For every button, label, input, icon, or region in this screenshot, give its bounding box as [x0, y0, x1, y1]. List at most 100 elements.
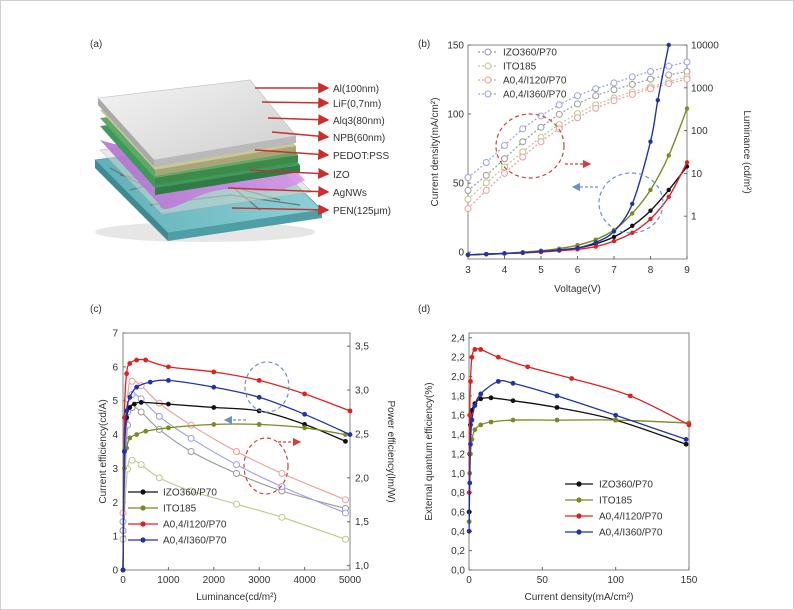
layer-labels: Al(100nm) LiF(0,7nm) Alq3(80nm) NPB(60nm) PE… [227, 82, 391, 217]
chart-b-xtick-label: 5 [538, 265, 544, 276]
chart-b-current-point-a0-4-i360-p70 [666, 42, 671, 48]
chart-c-ce-point-a0-4-i120-p70 [347, 408, 353, 414]
chart-b-legend-label-ito185: ITO185 [503, 62, 537, 73]
chart-d-ytick-label: 0,4 [451, 527, 465, 538]
chart-c-pe-point-ito185 [137, 461, 145, 469]
chart-b-y2tick-label: 10000 [691, 41, 719, 52]
chart-d-point-a0-4-i120-p70 [627, 393, 633, 399]
layer-arrow-pedot-pss [254, 148, 330, 160]
layer-alq3-edge [155, 155, 298, 185]
chart-b-legend-label-izo360-p70: IZO360/P70 [503, 48, 557, 59]
chart-c-ytick-label: 5 [112, 396, 118, 407]
chart-c-pe-point-a0-4-i360-p70 [341, 509, 349, 517]
chart-b-current-point-izo360-p70 [666, 187, 671, 193]
chart-b-xtick-label: 6 [575, 265, 581, 276]
chart-d-ytick-label: 0,8 [451, 488, 465, 499]
chart-b-y2tick-label: 1 [691, 212, 697, 223]
chart-b-ytick-label: 50 [453, 179, 465, 190]
chart-b-xtick-label: 9 [684, 265, 690, 276]
chart-b-current-point-ito185 [630, 211, 635, 216]
chart-c-legend-marker-a0-4-i360-p70 [140, 537, 146, 543]
chart-c-ytick-label: 2 [112, 498, 118, 509]
chart-b-luminance-point-a0-4-i360-p70 [628, 73, 636, 81]
chart-b-luminance-point-a0-4-i120-p70 [464, 205, 472, 213]
chart-d-point-a0-4-i360-p70 [510, 380, 516, 386]
chart-c: 0 1000 2000 3000 4000 5000 0 1 2 3 4 5 6 7 1,0 1,5 2,0 2,… [98, 329, 396, 604]
chart-d-point-ito185 [510, 417, 516, 423]
chart-d-point-a0-4-i120-p70 [525, 364, 531, 370]
chart-b-current-point-a0-4-i360-p70 [538, 249, 544, 254]
layer-al-side [98, 98, 154, 167]
chart-b-ylabel: Current density(mA/cm²) [430, 98, 441, 207]
chart-d-xtick-label: 50 [537, 575, 549, 586]
chart-b-xtick-label: 8 [648, 265, 654, 276]
chart-c-ce-point-a0-4-i360-p70 [127, 394, 133, 400]
chart-d-point-a0-4-i120-p70 [469, 354, 475, 360]
chart-d-point-a0-4-i360-p70 [468, 441, 473, 447]
chart-c-xtick-label: 2000 [203, 575, 226, 586]
chart-b-legend-marker-izo360-p70 [484, 48, 492, 56]
chart-c-ce-point-a0-4-i120-p70 [127, 361, 133, 366]
chart-c-pe-point-a0-4-i120-p70 [278, 469, 286, 477]
chart-c-ce-point-ito185 [124, 445, 130, 451]
chart-d-point-ito185 [488, 419, 494, 425]
layer-arrow-agnws [227, 186, 330, 198]
chart-d-ytick-label: 0,6 [451, 507, 465, 518]
chart-d-line-izo360-p70 [468, 397, 687, 513]
chart-b-y2tick-label: 100 [691, 126, 708, 137]
layer-al-edge [154, 136, 296, 167]
chart-c-ce-point-a0-4-i360-p70 [120, 567, 126, 573]
chart-c-ytick-label: 4 [112, 430, 118, 441]
chart-c-y2label: Power efficiency(lm/W) [385, 400, 396, 502]
chart-b-current-point-izo360-p70 [648, 208, 653, 213]
chart-b-luminance-point-a0-4-i120-p70 [628, 90, 636, 98]
chart-c-ce-line-a0-4-i120-p70 [122, 358, 351, 571]
chart-b-current-line-a0-4-i360-p70 [467, 44, 670, 256]
chart-c-ce-point-izo360-p70 [302, 422, 307, 427]
chart-b-luminance-point-a0-4-i120-p70 [665, 80, 673, 88]
chart-c-pe-line-a0-4-i120-p70 [122, 379, 346, 513]
chart-c-ce-point-a0-4-i120-p70 [211, 369, 217, 375]
layer-arrow-pen-125-m [231, 204, 330, 216]
chart-d-point-a0-4-i120-p70 [495, 354, 501, 360]
chart-d-point-izo360-p70 [683, 441, 689, 447]
layer-pen-edge [168, 210, 322, 241]
chart-b-luminance-point-izo360-p70 [610, 86, 618, 94]
layer-arrow-alq3-80nm [267, 114, 330, 126]
chart-c-xtick-label: 5000 [339, 575, 362, 586]
chart-b-y2tick-label: 10 [691, 169, 703, 180]
chart-c-ce-point-izo360-p70 [343, 438, 348, 444]
chart-b-luminance-point-a0-4-i360-p70 [519, 125, 527, 133]
layer-label-npb-60nm: NPB(60nm) [333, 133, 385, 144]
chart-d-xlabel: Current density(mA/cm²) [525, 592, 634, 603]
chart-b-xlabel: Voltage(V) [554, 284, 601, 295]
chart-c-pe-line-izo360-p70 [122, 406, 346, 531]
chart-c-pe-point-izo360-p70 [137, 408, 145, 416]
chart-b-luminance-point-a0-4-i360-p70 [592, 85, 600, 93]
chart-c-ce-point-a0-4-i360-p70 [302, 411, 307, 417]
chart-b-luminance-point-izo360-p70 [501, 155, 508, 163]
chart-c-ce-point-ito185 [127, 435, 133, 441]
device-stack-diagram [94, 79, 323, 242]
chart-c-pe-point-ito185 [341, 535, 349, 543]
panel-label-a: (a) [90, 39, 102, 50]
chart-d-ytick-label: 1,4 [451, 430, 465, 441]
layer-arrow-lif-0-7nm [261, 97, 330, 109]
chart-b-current-point-a0-4-i360-p70 [611, 229, 617, 234]
chart-b-luminance-point-a0-4-i120-p70 [610, 97, 618, 105]
chart-c-ytick-label: 3 [112, 464, 118, 475]
chart-c-pe-point-ito185 [187, 487, 195, 495]
layer-label-pen-125-m: PEN(125μm) [333, 206, 391, 217]
chart-b-luminance-point-a0-4-i120-p70 [647, 85, 654, 93]
chart-c-y2tick-label: 2,5 [355, 429, 369, 440]
chart-d-point-a0-4-i360-p70 [613, 412, 619, 418]
chart-b-annotation-ellipse-red [495, 113, 565, 179]
chart-b-luminance-point-ito185 [482, 179, 490, 187]
chart-c-ce-point-a0-4-i360-p70 [134, 384, 140, 390]
chart-b-luminance-point-izo360-p70 [555, 110, 563, 118]
chart-b-current-point-a0-4-i120-p70 [648, 216, 653, 222]
chart-b-luminance-point-izo360-p70 [647, 75, 654, 83]
layer-label-al-100nm: Al(100nm) [333, 84, 379, 95]
chart-c-ce-point-izo360-p70 [166, 401, 171, 407]
chart-d-ytick-label: 2,0 [451, 372, 465, 383]
